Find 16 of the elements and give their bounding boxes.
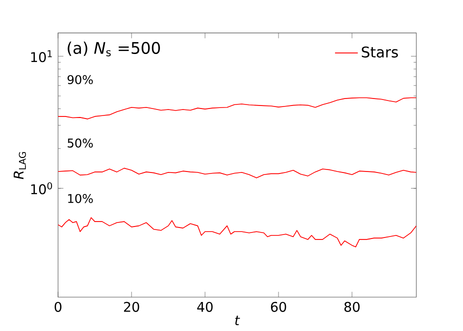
x-tick-label: 80 (344, 302, 360, 312)
y-tick-label: 10$^{0}$ (31, 182, 52, 194)
y-tick-label: 10$^{1}$ (31, 50, 52, 62)
x-tick-label: 60 (270, 302, 286, 312)
x-tick-label: 40 (197, 302, 213, 312)
annotation: 10% (68, 194, 93, 203)
line-series (58, 217, 416, 248)
annotation: 90% (68, 75, 93, 84)
line-series (58, 97, 416, 120)
y-axis-title: R$_{LAG}$ (14, 152, 26, 180)
x-tick-label: 20 (124, 302, 140, 312)
x-axis-title: t (235, 316, 240, 326)
legend-label: Stars (362, 46, 398, 58)
x-tick-label: 0 (54, 302, 62, 312)
annotation: (a) N$_{s}$ =500 (68, 42, 160, 56)
annotation: 50% (68, 138, 93, 148)
